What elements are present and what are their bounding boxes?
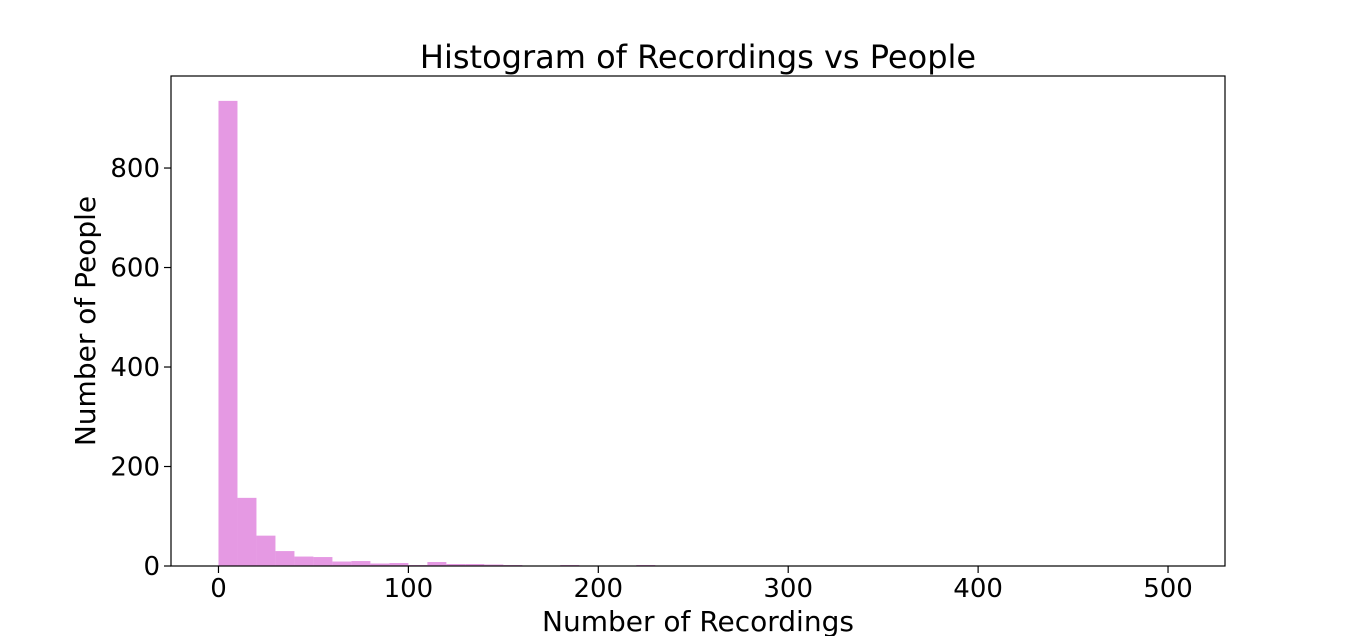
y-tick-label: 600 (110, 254, 160, 284)
histogram-bar (313, 557, 333, 566)
histogram-bar (427, 562, 447, 566)
x-axis-ticks: 0 100 200 300 400 500 (210, 566, 1193, 604)
histogram-bar (256, 535, 276, 566)
histogram-bar (332, 561, 352, 566)
histogram-bar (351, 561, 371, 566)
x-tick-label: 500 (1143, 574, 1193, 604)
histogram-bar (237, 497, 257, 566)
histogram-bar (389, 563, 409, 566)
y-axis-ticks: 0 200 400 600 800 (110, 154, 171, 582)
x-tick-label: 100 (384, 574, 434, 604)
y-tick-label: 800 (110, 154, 160, 184)
plot-frame (170, 75, 1226, 567)
histogram-bar (484, 564, 504, 566)
x-tick-label: 300 (763, 574, 813, 604)
histogram-bar (446, 564, 466, 566)
x-tick-label: 200 (573, 574, 623, 604)
histogram-bar (218, 100, 238, 567)
bars-layer (218, 100, 1169, 567)
x-tick-label: 0 (210, 574, 227, 604)
x-tick-label: 400 (953, 574, 1003, 604)
chart-title: Histogram of Recordings vs People (420, 38, 976, 76)
x-axis-label: Number of Recordings (542, 605, 854, 636)
y-tick-label: 200 (110, 453, 160, 483)
histogram-bar (465, 564, 485, 566)
y-axis-label: Number of People (69, 196, 102, 446)
y-tick-label: 0 (143, 552, 160, 582)
histogram-bar (370, 563, 390, 566)
histogram-bar (275, 551, 295, 566)
y-tick-label: 400 (110, 353, 160, 383)
histogram-bar (294, 556, 314, 566)
